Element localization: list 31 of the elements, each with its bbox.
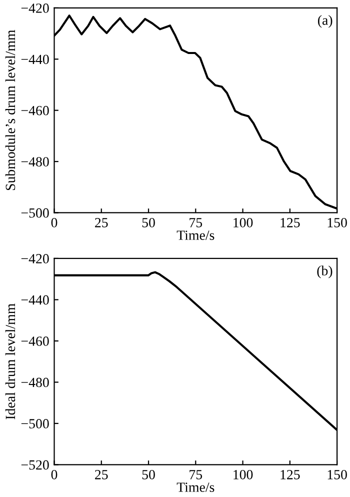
x-tick-label: 100 — [234, 218, 253, 228]
x-tick-label: 0 — [51, 218, 58, 228]
x-tick-label: 50 — [142, 470, 155, 480]
annotation: (b) — [317, 266, 332, 278]
x-tick-label: 25 — [95, 470, 108, 480]
y-tick-label: −500 — [21, 419, 49, 428]
y-tick-label: −520 — [21, 460, 49, 470]
x-tick-label: 75 — [190, 218, 202, 228]
x-tick-label: 75 — [190, 470, 202, 480]
x-tick-label: 125 — [280, 218, 300, 228]
x-axis-title: Time/s — [176, 230, 214, 240]
x-tick-label: 50 — [142, 218, 155, 228]
y-tick-label: −420 — [21, 254, 49, 264]
y-tick-label: −460 — [21, 106, 49, 116]
y-tick-label: −480 — [21, 378, 49, 388]
y-tick-label: −440 — [21, 295, 49, 305]
y-tick-label: −440 — [21, 54, 49, 64]
y-tick-label: −420 — [21, 4, 49, 13]
x-tick-label: 25 — [95, 218, 108, 228]
x-tick-label: 150 — [328, 218, 347, 228]
y-axis-title: Submodule’s drum level/mm — [5, 30, 16, 190]
x-axis-title: Time/s — [176, 482, 214, 492]
y-axis-title: Ideal drum level/mm — [5, 304, 16, 420]
x-tick-label: 100 — [234, 470, 253, 480]
x-tick-label: 125 — [280, 470, 300, 480]
annotation: (a) — [318, 15, 332, 28]
y-tick-label: −480 — [21, 157, 49, 166]
x-tick-label: 0 — [51, 470, 58, 480]
y-tick-label: −460 — [21, 336, 49, 346]
x-tick-label: 150 — [328, 470, 347, 480]
y-tick-label: −500 — [21, 208, 49, 218]
